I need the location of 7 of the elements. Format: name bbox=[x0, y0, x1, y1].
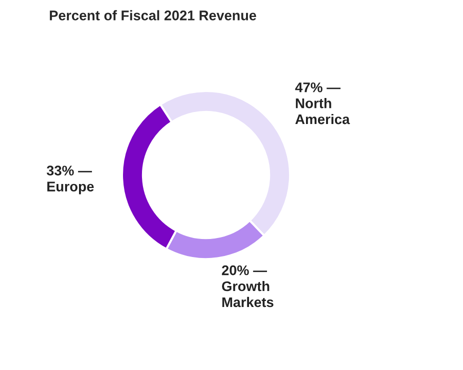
data-label: 47% — bbox=[295, 82, 341, 92]
slice-label: Growth Markets bbox=[222, 280, 274, 308]
chart-title: Percent of Fiscal 2021 Revenue bbox=[50, 10, 256, 20]
slice-label: Europe bbox=[47, 182, 94, 194]
slice-label: North America bbox=[295, 98, 350, 124]
data-label: 33% — bbox=[46, 166, 92, 176]
data-label: 20% — bbox=[222, 265, 267, 276]
